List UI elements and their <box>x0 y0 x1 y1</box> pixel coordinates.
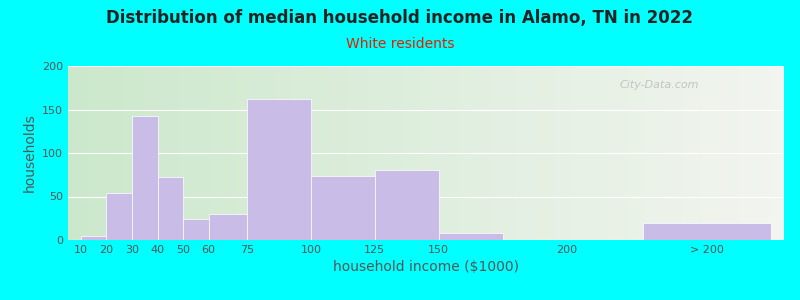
Bar <box>375 170 438 240</box>
Text: Distribution of median household income in Alamo, TN in 2022: Distribution of median household income … <box>106 9 694 27</box>
Bar <box>311 176 375 240</box>
Bar <box>106 193 132 240</box>
Bar <box>132 116 158 240</box>
Bar <box>158 177 183 240</box>
Text: White residents: White residents <box>346 38 454 52</box>
Bar <box>643 224 771 240</box>
Bar <box>438 233 502 240</box>
Bar <box>81 236 106 240</box>
X-axis label: household income ($1000): household income ($1000) <box>333 260 519 274</box>
Text: City-Data.com: City-Data.com <box>619 80 699 90</box>
Bar <box>209 214 247 240</box>
Bar <box>183 219 209 240</box>
Y-axis label: households: households <box>22 114 37 192</box>
Bar <box>247 99 311 240</box>
